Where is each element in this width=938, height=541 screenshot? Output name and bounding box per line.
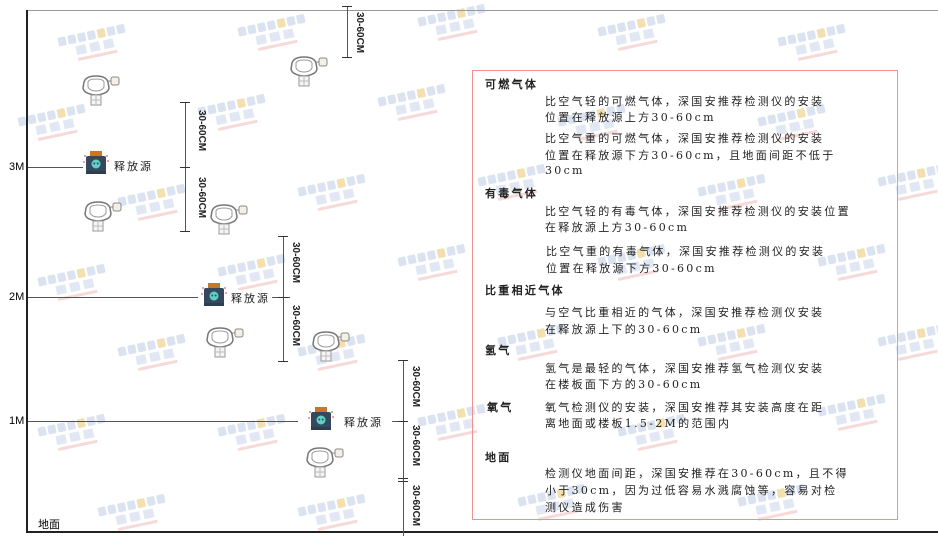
watermark-logo bbox=[97, 493, 174, 541]
heading-toxic: 有毒气体 bbox=[485, 187, 539, 200]
gas-detector-icon bbox=[202, 326, 246, 362]
dim-tick bbox=[278, 297, 288, 298]
dim-tick bbox=[278, 236, 288, 237]
watermark-logo bbox=[57, 23, 134, 71]
watermark-logo bbox=[397, 243, 474, 291]
text-line: 位置在释放源下方30-60cm，且地面间距不低于 bbox=[545, 149, 836, 162]
dim-tick bbox=[398, 360, 408, 361]
text-line: 比空气轻的有毒气体，深国安推荐检测仪的安装位置 bbox=[545, 205, 851, 218]
dim-line-1m bbox=[403, 360, 404, 536]
dim-tick bbox=[180, 167, 190, 168]
watermark-logo bbox=[117, 333, 194, 381]
watermark-logo bbox=[297, 493, 374, 541]
watermark-logo bbox=[117, 183, 194, 231]
gas-detector-icon bbox=[206, 203, 250, 239]
watermark-logo bbox=[197, 93, 274, 141]
dim-label: 30-60CM bbox=[290, 242, 301, 284]
gas-detector-icon bbox=[286, 55, 330, 91]
legend-box bbox=[472, 70, 898, 520]
dim-tick bbox=[398, 481, 408, 482]
ceiling-line bbox=[27, 10, 938, 11]
text-line: 氧气检测仪的安装，深国安推荐其安装高度在距 bbox=[545, 401, 825, 414]
watermark-logo bbox=[297, 173, 374, 221]
gas-detector-icon bbox=[308, 330, 352, 366]
text-line: 比空气重的可燃气体，深国安推荐检测仪的安装 bbox=[545, 132, 825, 145]
watermark-logo bbox=[37, 263, 114, 311]
level-1m-line bbox=[28, 421, 298, 422]
dim-line-top bbox=[347, 6, 348, 58]
level-1m-label: 1M bbox=[9, 415, 25, 427]
gas-detector-icon bbox=[80, 200, 124, 236]
dim-tick bbox=[180, 231, 190, 232]
dim-tick bbox=[398, 478, 408, 479]
watermark-logo bbox=[377, 83, 454, 131]
text-line: 比空气轻的可燃气体，深国安推荐检测仪的安装 bbox=[545, 95, 825, 108]
dim-tick bbox=[278, 361, 288, 362]
source-label-3m: 释放源 bbox=[114, 158, 153, 174]
text-line: 小于30cm，因为过低容易水溅腐蚀等，容易对检 bbox=[545, 484, 838, 497]
level-3m-line bbox=[28, 167, 83, 168]
level-2m-label: 2M bbox=[9, 291, 25, 303]
dim-line-2m bbox=[283, 236, 284, 362]
dim-label: 30-60CM bbox=[354, 12, 365, 54]
dim-tick bbox=[180, 102, 190, 103]
dim-label: 30-60CM bbox=[410, 366, 421, 408]
heading-ground: 地面 bbox=[485, 451, 512, 464]
heading-hydrogen: 氢气 bbox=[485, 344, 512, 357]
left-wall bbox=[26, 10, 28, 533]
heading-similar: 比重相近气体 bbox=[485, 284, 565, 297]
heading-combustible: 可燃气体 bbox=[485, 78, 539, 91]
watermark-logo bbox=[597, 13, 674, 61]
text-line: 检测仪地面间距，深国安推荐在30-60cm，且不得 bbox=[545, 467, 849, 480]
level-3m-label: 3M bbox=[9, 161, 25, 173]
dim-tick bbox=[398, 421, 408, 422]
source-label-2m: 释放源 bbox=[231, 290, 270, 306]
watermark-logo bbox=[237, 13, 314, 61]
text-line: 离地面或楼板1.5-2M的范围内 bbox=[545, 417, 732, 430]
gas-detector-icon bbox=[78, 74, 122, 110]
text-line: 氢气是最轻的气体，深国安推荐氢气检测仪安装 bbox=[545, 362, 825, 375]
text-line: 在释放源上方30-60cm bbox=[545, 221, 690, 234]
release-source-icon bbox=[307, 406, 335, 436]
text-line: 比空气重的有毒气体，深国安推荐检测仪的安装 bbox=[546, 245, 826, 258]
dim-label: 30-60CM bbox=[410, 425, 421, 467]
source-label-1m: 释放源 bbox=[344, 414, 383, 430]
text-line: 在楼板面下方的30-60cm bbox=[545, 378, 703, 391]
dim-label: 30-60CM bbox=[410, 485, 421, 527]
dim-label: 30-60CM bbox=[196, 177, 207, 219]
text-line: 测仪造成伤害 bbox=[545, 501, 625, 514]
text-line: 30cm bbox=[545, 164, 585, 177]
text-line: 位置在释放源下方30-60cm bbox=[546, 262, 717, 275]
release-source-icon bbox=[200, 282, 228, 312]
text-line: 与空气比重相近的气体，深国安推荐检测仪安装 bbox=[545, 306, 825, 319]
ground-label: 地面 bbox=[38, 518, 60, 531]
dim-tick bbox=[342, 6, 352, 7]
level-2m-line bbox=[28, 297, 198, 298]
dim-tick bbox=[342, 57, 352, 58]
text-line: 在释放源上下的30-60cm bbox=[545, 323, 703, 336]
text-line: 位置在释放源上方30-60cm bbox=[545, 111, 716, 124]
gas-detector-icon bbox=[302, 446, 346, 482]
heading-oxygen: 氧气 bbox=[487, 401, 514, 414]
dim-label: 30-60CM bbox=[196, 110, 207, 152]
watermark-logo bbox=[17, 103, 94, 151]
dim-label: 30-60CM bbox=[290, 305, 301, 347]
ground-line bbox=[26, 531, 938, 533]
watermark-logo bbox=[777, 23, 854, 71]
release-source-icon bbox=[82, 150, 110, 180]
